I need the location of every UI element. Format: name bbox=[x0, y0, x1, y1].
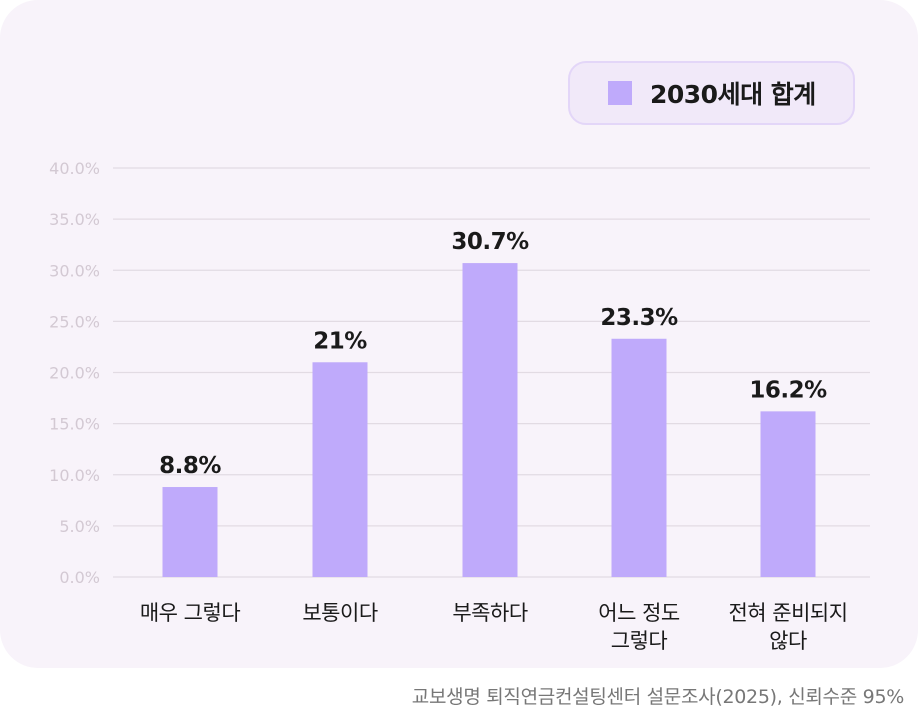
data-label: 16.2% bbox=[749, 377, 827, 403]
y-tick-label: 30.0% bbox=[49, 261, 100, 280]
x-tick-label: 매우 그렇다 bbox=[140, 601, 240, 625]
data-label: 8.8% bbox=[159, 453, 221, 479]
source-note: 교보생명 퇴직연금컨설팅센터 설문조사(2025), 신뢰수준 95% bbox=[411, 686, 905, 708]
x-tick-label: 부족하다 bbox=[452, 601, 527, 625]
y-tick-label: 5.0% bbox=[59, 517, 100, 536]
data-label: 23.3% bbox=[600, 305, 678, 331]
x-tick-label: 않다 bbox=[769, 629, 807, 653]
y-tick-label: 25.0% bbox=[49, 312, 100, 331]
bar bbox=[462, 263, 518, 577]
bar bbox=[312, 362, 368, 577]
x-tick-label: 어느 정도 bbox=[598, 601, 680, 625]
x-tick-label: 전혀 준비되지 bbox=[728, 601, 847, 625]
y-tick-label: 40.0% bbox=[49, 159, 100, 178]
x-tick-label: 그렇다 bbox=[611, 629, 668, 653]
data-label: 21% bbox=[313, 328, 367, 354]
x-tick-label: 보통이다 bbox=[302, 601, 377, 625]
y-tick-label: 35.0% bbox=[49, 210, 100, 229]
y-tick-label: 10.0% bbox=[49, 466, 100, 485]
y-tick-label: 0.0% bbox=[59, 568, 100, 587]
bar bbox=[162, 487, 218, 577]
bar-chart: 0.0% 5.0% 10.0% 15.0% 20.0% 25.0% 30.0% 35.0% 40… bbox=[49, 159, 870, 653]
bar bbox=[760, 411, 816, 577]
legend-label: 2030세대 합계 bbox=[650, 80, 816, 109]
y-tick-label: 20.0% bbox=[49, 364, 100, 383]
legend: 2030세대 합계 bbox=[568, 61, 855, 125]
legend-swatch bbox=[608, 81, 632, 105]
bar bbox=[611, 338, 667, 577]
y-tick-label: 15.0% bbox=[49, 415, 100, 434]
data-label: 30.7% bbox=[451, 229, 529, 255]
